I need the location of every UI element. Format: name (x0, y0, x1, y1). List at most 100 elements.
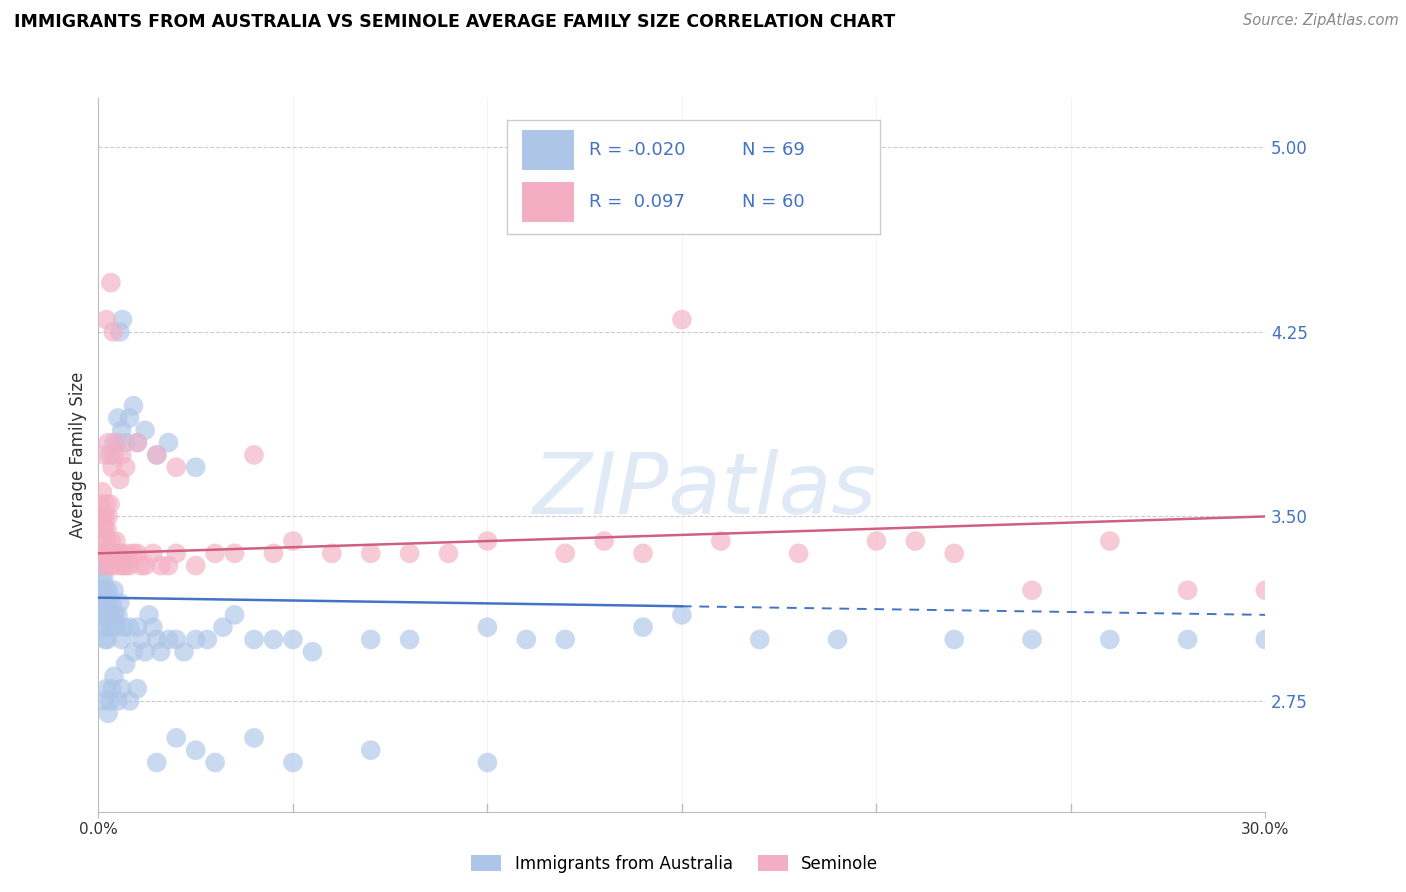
Point (127, 435, 149, 450)
Point (96, 632, 118, 647)
Point (93, 694, 115, 708)
Point (107, 607, 129, 622)
Text: R =  0.097: R = 0.097 (589, 194, 685, 211)
Point (398, 546, 420, 560)
Point (134, 645, 156, 659)
Point (173, 645, 195, 659)
Point (127, 435, 149, 450)
Point (262, 632, 284, 647)
Point (671, 312, 693, 326)
Point (631, 620, 654, 634)
Point (184, 460, 207, 475)
Point (165, 460, 187, 475)
Point (107, 435, 129, 450)
Point (96, 312, 118, 326)
Point (112, 558, 135, 573)
Point (101, 681, 124, 696)
Point (98, 607, 121, 622)
Text: R = -0.020: R = -0.020 (589, 141, 686, 159)
FancyBboxPatch shape (522, 130, 574, 169)
Point (103, 607, 125, 622)
Point (1254, 632, 1277, 647)
Point (100, 276, 122, 290)
Point (184, 632, 207, 647)
Point (96, 497, 118, 511)
Point (104, 607, 127, 622)
Point (108, 473, 131, 487)
Point (827, 632, 849, 647)
Point (91, 484, 114, 499)
Point (94, 546, 117, 560)
Point (243, 731, 266, 745)
Point (114, 435, 136, 450)
Point (98, 546, 121, 560)
Point (98, 448, 121, 462)
Point (111, 448, 134, 462)
Point (1098, 632, 1121, 647)
Point (204, 546, 226, 560)
Point (671, 607, 693, 622)
Point (127, 620, 149, 634)
Point (631, 546, 654, 560)
Point (184, 743, 207, 757)
Point (108, 558, 131, 573)
Point (1021, 583, 1043, 598)
Point (93, 448, 115, 462)
Point (91, 509, 114, 524)
Point (281, 756, 304, 770)
Point (111, 632, 134, 647)
Point (97, 509, 120, 524)
Point (301, 645, 323, 659)
Point (107, 411, 129, 425)
Point (477, 534, 499, 549)
Point (142, 620, 165, 634)
Text: N = 60: N = 60 (742, 194, 804, 211)
Point (134, 558, 156, 573)
Point (97, 596, 120, 610)
Point (96, 583, 118, 598)
Point (437, 546, 460, 560)
Point (111, 681, 134, 696)
Point (103, 669, 125, 683)
Point (138, 607, 160, 622)
Point (1098, 534, 1121, 549)
Point (122, 645, 145, 659)
Point (146, 448, 169, 462)
Point (101, 546, 124, 560)
Point (94, 632, 117, 647)
Point (89, 522, 111, 536)
Point (93, 607, 115, 622)
Point (146, 756, 169, 770)
Point (96, 596, 118, 610)
Point (710, 534, 733, 549)
Point (157, 558, 180, 573)
Point (127, 681, 149, 696)
Point (97, 706, 120, 721)
Point (90, 620, 112, 634)
Point (149, 645, 172, 659)
Point (104, 620, 127, 634)
Point (107, 694, 129, 708)
Point (90, 509, 112, 524)
Point (224, 607, 246, 622)
Point (146, 448, 169, 462)
Point (118, 694, 141, 708)
Point (243, 632, 266, 647)
Point (477, 620, 499, 634)
Point (93, 607, 115, 622)
Point (195, 632, 218, 647)
Point (142, 546, 165, 560)
Point (748, 632, 770, 647)
Point (184, 558, 207, 573)
Point (90, 509, 112, 524)
Point (593, 830, 616, 844)
Point (157, 632, 180, 647)
Y-axis label: Average Family Size: Average Family Size (69, 372, 87, 538)
Point (98, 607, 121, 622)
Point (101, 460, 124, 475)
Point (93, 571, 115, 585)
Point (90, 583, 112, 598)
Point (865, 534, 887, 549)
Point (97, 546, 120, 560)
Point (108, 596, 131, 610)
